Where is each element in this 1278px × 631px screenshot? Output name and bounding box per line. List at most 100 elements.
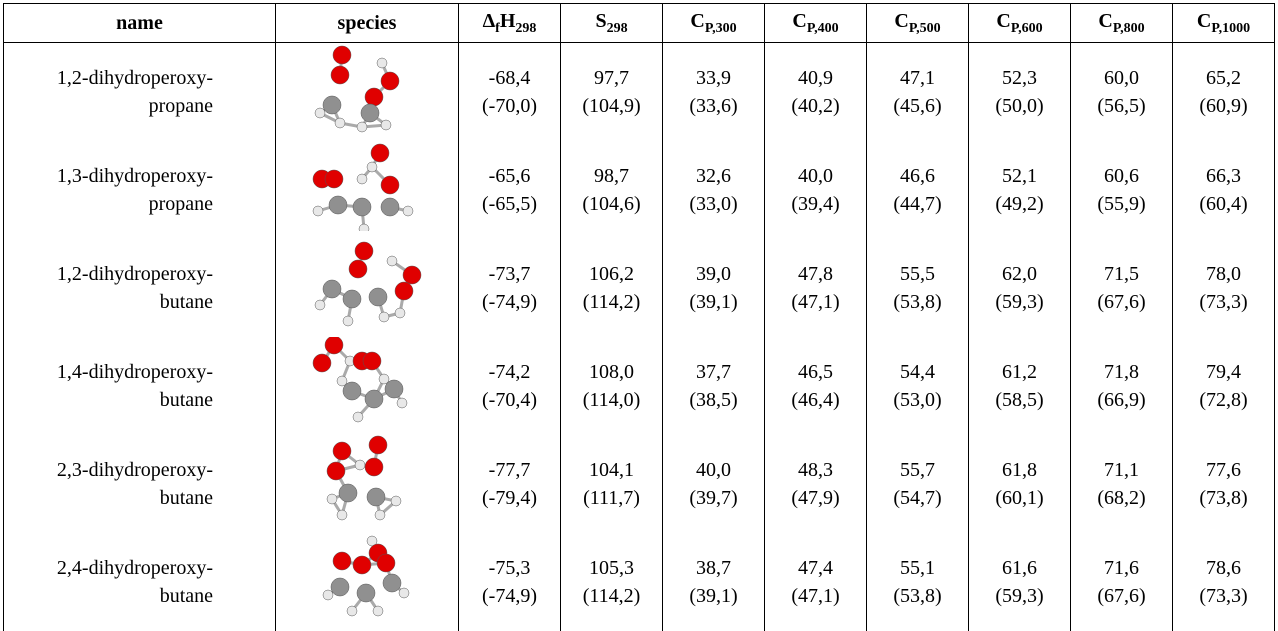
species-cell — [276, 43, 459, 142]
reference-value: (59,3) — [995, 291, 1043, 313]
atom — [353, 412, 363, 422]
computed-value: 55,5 — [900, 263, 935, 285]
atom — [379, 374, 389, 384]
header-text: C — [996, 10, 1010, 32]
value-cell: -77,7(-79,4) — [459, 435, 561, 533]
computed-value: -75,3 — [489, 557, 531, 579]
reference-value: (49,2) — [995, 193, 1043, 215]
value-cell: -73,7(-74,9) — [459, 239, 561, 337]
atom — [383, 574, 401, 592]
value-cell: 32,6(33,0) — [663, 141, 765, 239]
value-cell: 61,6(59,3) — [969, 533, 1071, 631]
header-text: H — [500, 10, 516, 32]
computed-value: 60,6 — [1104, 165, 1139, 187]
header-cell: species — [276, 4, 459, 43]
header-cell: name — [4, 4, 276, 43]
species-name: 2,3-dihydroperoxy- — [57, 459, 213, 481]
header-text: S — [595, 10, 606, 32]
atom — [323, 280, 341, 298]
reference-value: (72,8) — [1199, 389, 1247, 411]
atom — [313, 206, 323, 216]
atom — [403, 266, 421, 284]
value-cell: 106,2(114,2) — [561, 239, 663, 337]
name-cell: 2,4-dihydroperoxy-butane — [4, 533, 276, 631]
reference-value: (73,3) — [1199, 585, 1247, 607]
reference-value: (58,5) — [995, 389, 1043, 411]
reference-value: (66,9) — [1097, 389, 1145, 411]
computed-value: 40,0 — [798, 165, 833, 187]
value-cell: 66,3(60,4) — [1173, 141, 1275, 239]
atom — [325, 337, 343, 354]
value-cell: 46,5(46,4) — [765, 337, 867, 435]
reference-value: (73,3) — [1199, 291, 1247, 313]
header-text: Δ — [483, 10, 496, 32]
atom — [339, 484, 357, 502]
computed-value: 71,8 — [1104, 361, 1139, 383]
atom — [353, 556, 371, 574]
atom — [315, 108, 325, 118]
reference-value: (-65,5) — [482, 193, 537, 215]
header-cell: ΔfH298 — [459, 4, 561, 43]
reference-value: (114,2) — [583, 291, 641, 313]
value-cell: 52,1 (49,2) — [969, 141, 1071, 239]
reference-value: (-70,0) — [482, 95, 537, 117]
header-cell: CP,600 — [969, 4, 1071, 43]
atom — [403, 206, 413, 216]
reference-value: (67,6) — [1097, 585, 1145, 607]
reference-value: (40,2) — [791, 95, 839, 117]
computed-value: 60,0 — [1104, 67, 1139, 89]
header-subscript: 298 — [515, 21, 536, 36]
atom — [365, 390, 383, 408]
species-name: 1,2-dihydroperoxy- — [57, 263, 213, 285]
reference-value: (-74,9) — [482, 291, 537, 313]
value-cell: 52,3(50,0) — [969, 43, 1071, 142]
computed-value: 52,1 — [1002, 165, 1037, 187]
reference-value: (53,0) — [893, 389, 941, 411]
value-cell: 108,0(114,0) — [561, 337, 663, 435]
species-cell — [276, 533, 459, 631]
table-body: 1,2-dihydroperoxy-propane-68,4(-70,0)97,… — [4, 43, 1275, 631]
value-cell: 47,1(45,6) — [867, 43, 969, 142]
table-row: 1,4-dihydroperoxy-butane-74,2(-70,4)108,… — [4, 337, 1275, 435]
value-cell: 60,6(55,9) — [1071, 141, 1173, 239]
atom — [377, 554, 395, 572]
computed-value: -68,4 — [489, 67, 531, 89]
computed-value: 54,4 — [900, 361, 935, 383]
table-row: 2,4-dihydroperoxy-butane-75,3(-74,9)105,… — [4, 533, 1275, 631]
atom — [387, 256, 397, 266]
reference-value: (114,2) — [583, 585, 641, 607]
header-text: C — [792, 10, 806, 32]
atom — [313, 354, 331, 372]
atom — [361, 104, 379, 122]
computed-value: 108,0 — [589, 361, 634, 383]
header-text: C — [894, 10, 908, 32]
header-subscript: P,800 — [1113, 21, 1145, 36]
computed-value: 47,1 — [900, 67, 935, 89]
atom — [367, 488, 385, 506]
reference-value: (39,4) — [791, 193, 839, 215]
species-name: 1,4-dihydroperoxy- — [57, 361, 213, 383]
value-cell: 37,7(38,5) — [663, 337, 765, 435]
value-cell: 105,3(114,2) — [561, 533, 663, 631]
value-cell: 77,6(73,8) — [1173, 435, 1275, 533]
reference-value: (39,7) — [689, 487, 737, 509]
value-cell: 71,8 (66,9) — [1071, 337, 1173, 435]
value-cell: 62,0(59,3) — [969, 239, 1071, 337]
atom — [343, 290, 361, 308]
value-cell: 54,4 (53,0) — [867, 337, 969, 435]
atom — [369, 436, 387, 454]
atom — [367, 162, 377, 172]
atom — [323, 590, 333, 600]
reference-value: (44,7) — [893, 193, 941, 215]
name-cell: 1,2-dihydroperoxy-butane — [4, 239, 276, 337]
computed-value: 55,7 — [900, 459, 935, 481]
value-cell: 78,0(73,3) — [1173, 239, 1275, 337]
reference-value: (47,1) — [791, 291, 839, 313]
reference-value: (53,8) — [893, 585, 941, 607]
value-cell: -68,4 (-70,0) — [459, 43, 561, 142]
atom — [329, 196, 347, 214]
atom — [371, 144, 389, 162]
atom — [331, 66, 349, 84]
reference-value: (46,4) — [791, 389, 839, 411]
